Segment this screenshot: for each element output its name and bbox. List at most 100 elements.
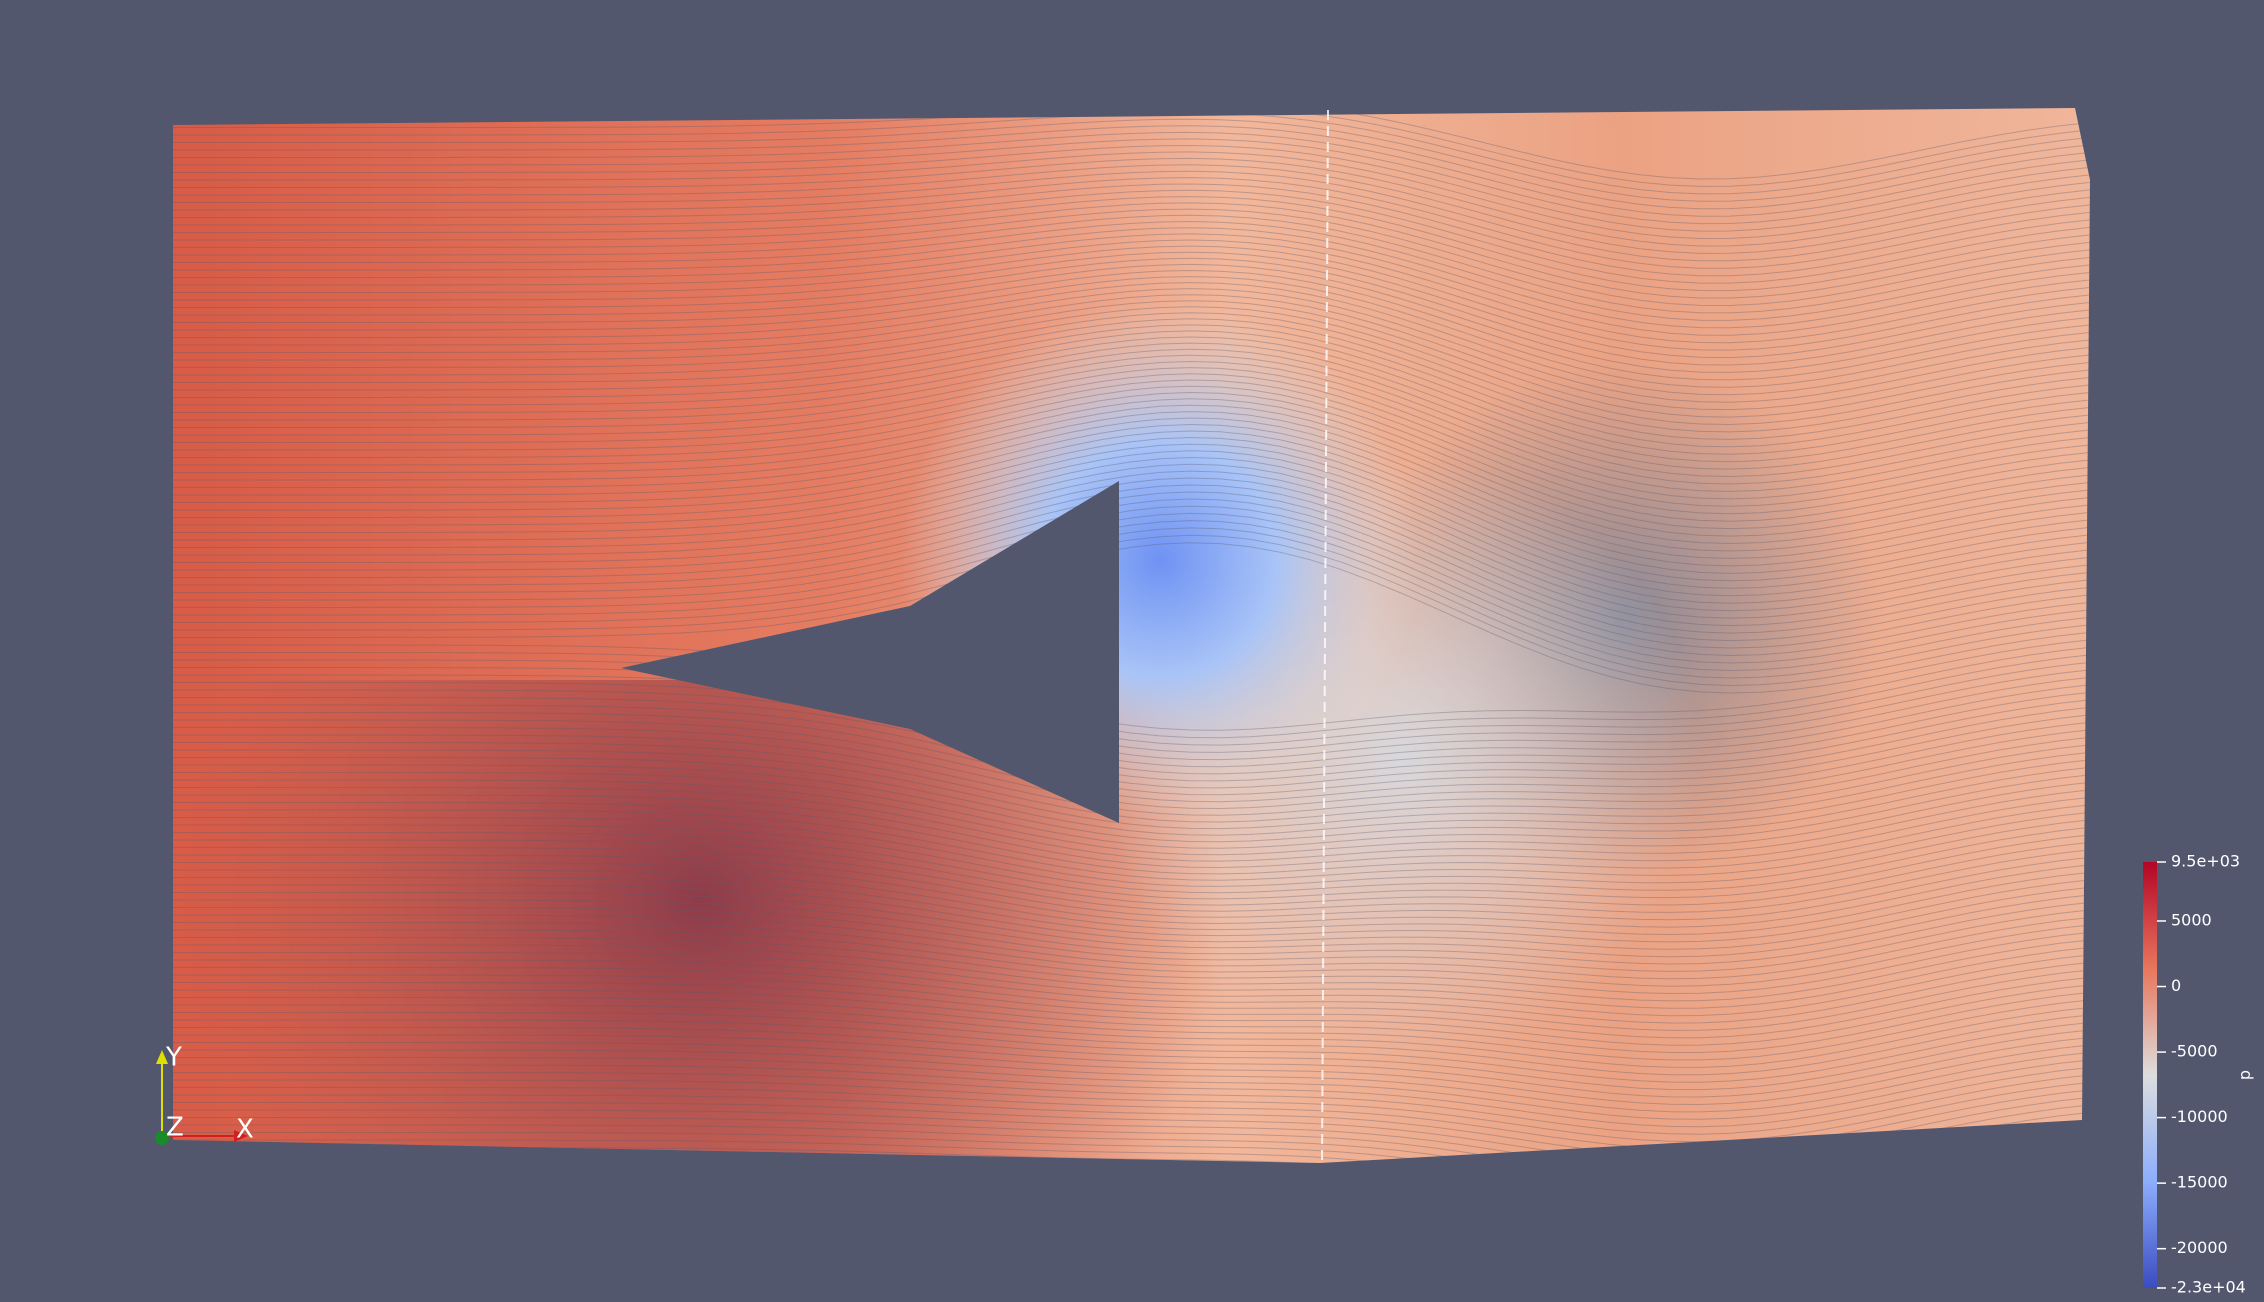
streamline <box>173 1079 2090 1143</box>
streamline <box>173 697 2090 782</box>
streamline <box>173 1072 2090 1135</box>
streamline <box>173 164 2090 254</box>
streamline <box>173 967 2090 1031</box>
streamline <box>173 512 2090 664</box>
streamline <box>173 1019 2090 1083</box>
streamline <box>173 505 2090 657</box>
z-axis-dot <box>155 1131 169 1145</box>
streamline <box>173 764 2090 843</box>
color-bar-tick-label: -2.3e+04 <box>2171 1278 2246 1297</box>
color-bar-tick-label: -20000 <box>2171 1238 2228 1257</box>
streamline <box>173 138 2090 225</box>
streamline <box>173 877 2090 943</box>
streamline <box>173 719 2090 803</box>
streamline <box>173 952 2090 1017</box>
streamline <box>173 1162 2090 1163</box>
streamline <box>173 430 2090 574</box>
streamline <box>173 982 2090 1046</box>
streamline <box>173 151 2090 240</box>
streamline <box>173 342 2090 470</box>
streamline <box>173 832 2090 900</box>
streamline <box>173 239 2090 344</box>
streamline <box>173 1109 2090 1163</box>
color-bar-title: p <box>2235 1070 2254 1080</box>
streamline <box>173 1034 2090 1098</box>
streamline <box>173 749 2090 830</box>
streamline <box>173 391 2090 530</box>
streamline <box>173 251 2090 359</box>
streamline <box>173 937 2090 1002</box>
streamline <box>173 177 2090 269</box>
streamline <box>173 839 2090 906</box>
streamline <box>173 189 2090 284</box>
streamline <box>173 227 2090 329</box>
streamline <box>173 1049 2090 1113</box>
streamline <box>173 257 2090 366</box>
streamline <box>173 809 2090 881</box>
streamline <box>173 794 2090 869</box>
streamline <box>173 1042 2090 1106</box>
streamline <box>173 484 2090 634</box>
streamline <box>173 929 2090 995</box>
streamline <box>173 404 2090 545</box>
streamline <box>173 854 2090 921</box>
streamline <box>173 398 2090 537</box>
streamline <box>173 360 2090 492</box>
streamline <box>173 470 2090 619</box>
streamline <box>173 689 2090 775</box>
streamline <box>173 734 2090 816</box>
streamline <box>173 336 2090 463</box>
streamline <box>173 997 2090 1061</box>
streamline <box>173 652 2090 739</box>
axes-triad: Y Z X <box>155 1043 254 1145</box>
streamline <box>173 312 2090 433</box>
streamline <box>173 727 2090 810</box>
streamline <box>173 196 2090 292</box>
streamline <box>173 498 2090 649</box>
streamline <box>173 757 2090 836</box>
streamline <box>173 379 2090 515</box>
streamline <box>173 659 2090 746</box>
color-bar-tick-label: -5000 <box>2171 1042 2218 1061</box>
flow-field <box>173 108 2090 1163</box>
streamline <box>173 300 2090 418</box>
streamline <box>173 456 2090 604</box>
streamline <box>173 443 2090 589</box>
streamline <box>173 294 2090 411</box>
streamline <box>173 674 2090 761</box>
streamline <box>173 787 2090 862</box>
streamline <box>173 704 2090 789</box>
streamline <box>173 914 2090 980</box>
streamline <box>173 667 2090 753</box>
body-wake <box>621 481 1119 823</box>
streamline <box>173 348 2090 478</box>
streamline <box>173 802 2090 875</box>
streamline <box>173 202 2090 299</box>
streamline <box>173 183 2090 277</box>
streamline <box>173 1124 2090 1163</box>
streamline <box>173 1132 2090 1163</box>
streamline <box>173 1139 2090 1163</box>
color-bar <box>2143 862 2157 1288</box>
streamline <box>173 411 2090 552</box>
streamline <box>173 477 2090 627</box>
streamline <box>173 959 2090 1024</box>
streamline <box>173 170 2090 262</box>
streamline <box>173 1117 2090 1163</box>
streamline <box>173 417 2090 559</box>
streamline <box>173 712 2090 796</box>
streamline <box>173 131 2090 217</box>
streamline <box>173 463 2090 612</box>
color-bar-tick-label: -10000 <box>2171 1107 2228 1126</box>
streamline <box>173 772 2090 849</box>
streamline <box>173 817 2090 887</box>
x-axis-head <box>234 1130 248 1142</box>
streamline <box>173 318 2090 440</box>
streamline <box>173 1012 2090 1076</box>
streamline <box>173 354 2090 485</box>
streamline <box>173 862 2090 928</box>
streamline <box>173 282 2090 396</box>
streamline <box>173 989 2090 1053</box>
streamline <box>173 1064 2090 1128</box>
color-bar-tick-label: -15000 <box>2171 1173 2228 1192</box>
